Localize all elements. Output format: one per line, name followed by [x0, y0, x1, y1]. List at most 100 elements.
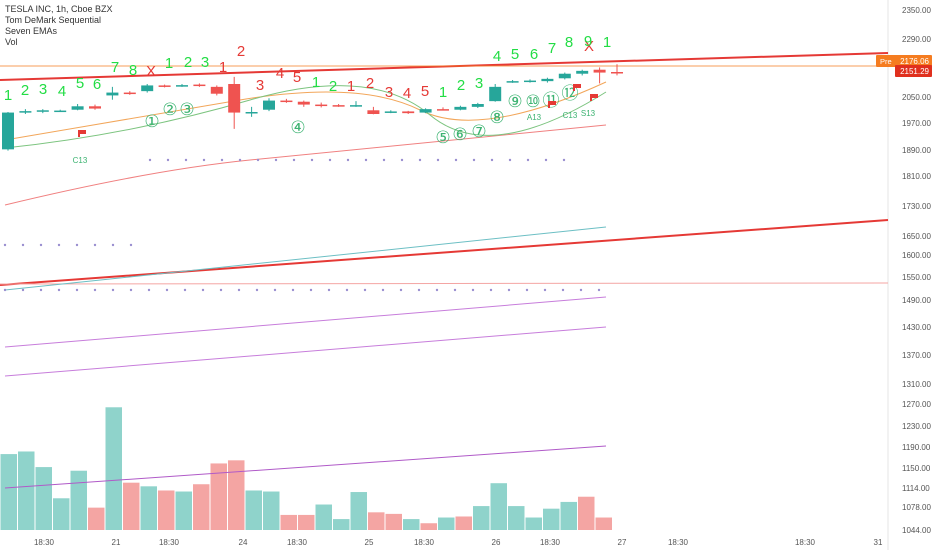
y-tick-label: 1190.00: [902, 443, 931, 452]
td-count: 2: [237, 43, 245, 60]
x-tick-label: 31: [874, 538, 883, 547]
td-dot: [363, 288, 367, 292]
td-dot: [220, 158, 224, 162]
td-flag: [550, 101, 556, 105]
candlesticks: [2, 64, 623, 151]
td-dot: [93, 288, 97, 292]
td-dot: [543, 288, 547, 292]
candle-body: [367, 110, 380, 115]
volume-bar: [525, 517, 542, 530]
td-dot: [453, 288, 457, 292]
volume-bar: [595, 517, 612, 530]
td-label: C13: [563, 111, 578, 120]
td-dot: [93, 243, 97, 247]
td-count: 5: [421, 83, 429, 100]
legend-study-vol: Vol: [5, 37, 18, 47]
td-dot: [562, 158, 566, 162]
td-count: 1: [603, 34, 611, 51]
candle-body: [297, 101, 310, 105]
td-count: 1: [347, 78, 355, 95]
td-count: 3: [385, 84, 393, 101]
volume-bar: [298, 514, 315, 530]
x-tick-label: 21: [112, 538, 121, 547]
td-dot: [399, 288, 403, 292]
td-flag: [573, 84, 575, 91]
td-dot: [238, 158, 242, 162]
volume-bar: [543, 508, 560, 530]
td-count: 1: [219, 59, 227, 76]
td-circled-count: ⑦: [471, 122, 486, 142]
td-dot: [435, 288, 439, 292]
td-dot: [309, 288, 313, 292]
td-count: 4: [276, 65, 284, 82]
price-tag-last: [895, 65, 932, 77]
candle-body: [210, 86, 223, 94]
x-tick-label: 25: [365, 538, 374, 547]
horizontal-support: [0, 282, 889, 285]
td-dot: [346, 158, 350, 162]
x-tick-label: 18:30: [34, 538, 55, 547]
volume-bar: [578, 496, 595, 530]
x-tick-label: 26: [492, 538, 501, 547]
price-tag-pre-label: Pre: [880, 57, 892, 66]
td-count: 8: [129, 62, 137, 79]
y-tick-label: 1150.00: [902, 464, 931, 473]
candle-body: [89, 106, 101, 109]
td-count: 7: [111, 59, 119, 76]
candle-body: [71, 106, 84, 110]
td-dot: [75, 288, 79, 292]
y-tick-label: 1114.00: [902, 484, 930, 493]
candle-body: [176, 85, 188, 87]
td-label: C13: [73, 156, 88, 165]
candle-body: [558, 73, 571, 79]
candle-body: [454, 106, 467, 110]
td-dot: [165, 288, 169, 292]
td-count: X: [584, 38, 594, 55]
candle-body: [437, 109, 449, 111]
volume-bar: [508, 506, 525, 530]
td-dot: [57, 288, 61, 292]
td-dot: [255, 288, 259, 292]
candle-body: [158, 85, 171, 87]
candle-body: [106, 92, 119, 96]
td-circled-count: ④: [290, 118, 305, 138]
y-tick-label: 1430.00: [902, 323, 931, 332]
td-dot: [39, 243, 43, 247]
volume-bar: [315, 504, 332, 530]
td-dot: [292, 158, 296, 162]
td-count: 5: [511, 46, 519, 63]
price-tag-pre-value: 2176.06: [900, 57, 929, 66]
td-dot: [328, 158, 332, 162]
volume-bar: [455, 516, 472, 530]
td-count: 6: [93, 76, 101, 93]
td-dot: [202, 158, 206, 162]
volume-bar: [88, 507, 105, 530]
td-count: 3: [475, 75, 483, 92]
candle-body: [280, 100, 293, 103]
td-dot: [3, 288, 7, 292]
candle-body: [2, 112, 14, 150]
td-dot: [274, 158, 278, 162]
td-count: 1: [4, 87, 12, 104]
td-dot: [237, 288, 241, 292]
td-count: 3: [201, 54, 209, 71]
volume-bar: [420, 523, 437, 530]
volume-bar: [18, 451, 35, 530]
ema-salmon: [4, 124, 607, 206]
td-dot: [327, 288, 331, 292]
legend-study-ema: Seven EMAs: [5, 26, 58, 36]
td-count: 5: [76, 75, 84, 92]
volume-bar: [228, 460, 245, 530]
candle-body: [402, 111, 415, 114]
td-dot: [597, 288, 601, 292]
td-count: 9: [584, 33, 592, 50]
y-tick-label: 1310.00: [902, 380, 931, 389]
td-dot: [345, 288, 349, 292]
td-dot: [148, 158, 152, 162]
candle-body: [193, 84, 206, 87]
td-label: S13: [581, 109, 596, 118]
td-count: 1: [312, 74, 320, 91]
x-tick-label: 18:30: [668, 538, 689, 547]
td-dot: [544, 158, 548, 162]
